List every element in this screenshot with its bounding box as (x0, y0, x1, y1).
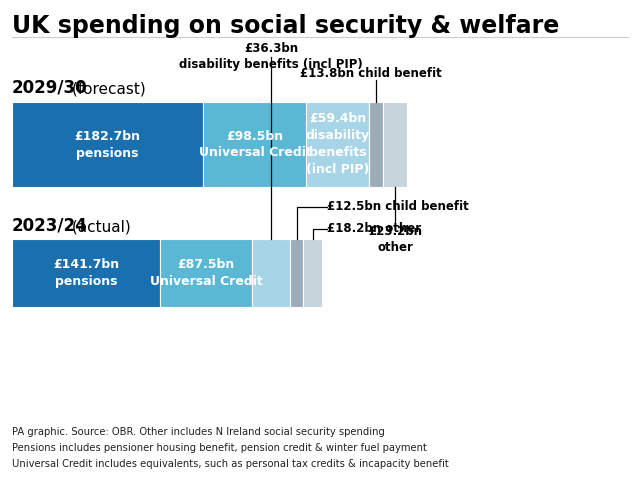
Text: £36.3bn
disability benefits (incl PIP): £36.3bn disability benefits (incl PIP) (179, 42, 363, 71)
Bar (252, 239, 290, 307)
Text: £182.7bn
pensions: £182.7bn pensions (75, 129, 141, 159)
Bar (383, 102, 408, 187)
Text: £98.5bn
Universal Credit: £98.5bn Universal Credit (198, 129, 311, 159)
Bar (161, 239, 252, 307)
Bar (290, 239, 303, 307)
Text: PA graphic. Source: OBR. Other includes N Ireland social security spending: PA graphic. Source: OBR. Other includes … (12, 427, 385, 437)
Text: £59.4bn
disability
benefits
(incl PIP): £59.4bn disability benefits (incl PIP) (305, 113, 370, 177)
Text: 2029/30: 2029/30 (12, 79, 88, 97)
Bar (204, 102, 307, 187)
Text: UK spending on social security & welfare: UK spending on social security & welfare (12, 14, 559, 38)
Text: £18.2bn other: £18.2bn other (327, 222, 421, 236)
Text: Pensions includes pensioner housing benefit, pension credit & winter fuel paymen: Pensions includes pensioner housing bene… (12, 443, 427, 453)
Bar (369, 102, 383, 187)
Bar (303, 239, 322, 307)
Text: 2023/24: 2023/24 (12, 216, 88, 234)
Bar (12, 102, 204, 187)
Text: (forecast): (forecast) (67, 82, 145, 97)
Bar (307, 102, 369, 187)
Text: (actual): (actual) (67, 219, 131, 234)
Text: £13.8bn child benefit: £13.8bn child benefit (300, 67, 442, 80)
Bar (12, 239, 161, 307)
Text: £23.2bn
other: £23.2bn other (368, 225, 422, 254)
Text: £87.5bn
Universal Credit: £87.5bn Universal Credit (150, 258, 262, 288)
Text: £12.5bn child benefit: £12.5bn child benefit (327, 201, 469, 214)
Text: Universal Credit includes equivalents, such as personal tax credits & incapacity: Universal Credit includes equivalents, s… (12, 459, 449, 469)
Text: £141.7bn
pensions: £141.7bn pensions (53, 258, 119, 288)
